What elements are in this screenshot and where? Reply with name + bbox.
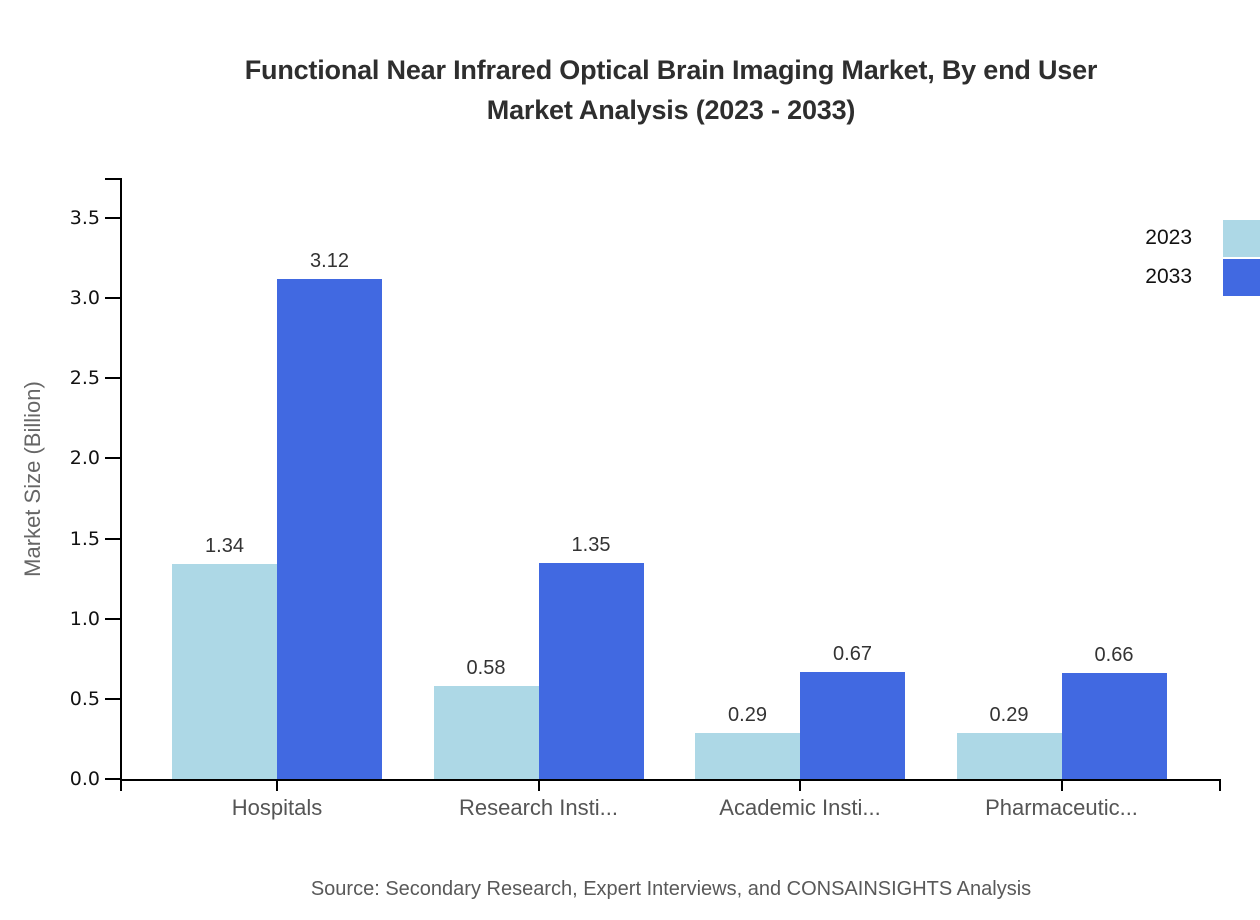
y-tick	[105, 216, 120, 219]
legend-swatch-2033	[1223, 259, 1260, 296]
y-tick-label: 2.5	[69, 367, 100, 390]
bar-value-label: 0.29	[728, 704, 767, 726]
x-axis-spine	[120, 779, 1221, 781]
y-tick-label: 2.0	[69, 447, 100, 470]
y-tick-label: 3.0	[69, 287, 100, 310]
bar-value-label: 1.35	[571, 534, 611, 556]
x-tick	[1060, 781, 1063, 791]
x-tick	[276, 781, 278, 791]
y-axis-top-cap	[105, 178, 120, 180]
category-label: Pharmaceutic...	[985, 795, 1138, 820]
legend-label-2033: 2033	[1145, 265, 1192, 288]
bar-2023-2	[433, 686, 539, 779]
bar-2033-1	[277, 279, 382, 779]
y-tick-label: 1.0	[69, 607, 100, 630]
bar-value-label: 0.29	[989, 704, 1029, 726]
x-axis-end-tick	[1219, 781, 1221, 791]
chart-title: Functional Near Infrared Optical Brain I…	[122, 50, 1220, 130]
y-tick-label: 0.0	[69, 768, 100, 790]
y-axis-spine	[120, 178, 122, 791]
bar-value-label: 0.58	[466, 657, 506, 679]
x-tick	[799, 781, 801, 791]
x-tick	[537, 781, 540, 791]
y-tick-label: 0.5	[69, 687, 100, 710]
category-label: Research Insti...	[459, 795, 618, 820]
category-label: Academic Insti...	[719, 795, 881, 820]
source-note: Source: Secondary Research, Expert Inter…	[310, 878, 1032, 900]
bar-value-label: 1.34	[205, 535, 244, 557]
y-tick	[105, 537, 120, 540]
y-tick	[105, 457, 120, 460]
bar-2033-4	[1061, 673, 1167, 779]
y-tick-label: 1.5	[69, 527, 100, 550]
bar-2023-1	[172, 564, 277, 779]
y-tick	[105, 377, 120, 380]
y-tick	[105, 778, 120, 780]
y-tick	[105, 297, 120, 300]
bar-2023-4	[956, 733, 1062, 779]
chart-title-line2: Market Analysis (2023 - 2033)	[486, 95, 856, 125]
bar-2033-2	[538, 563, 644, 779]
chart-title-line1: Functional Near Infrared Optical Brain I…	[244, 55, 1098, 85]
y-tick	[105, 697, 120, 700]
legend-label-2023: 2023	[1145, 226, 1192, 249]
bar-value-label: 0.66	[1094, 644, 1134, 666]
bar-value-label: 0.67	[833, 643, 872, 665]
y-tick-label: 3.5	[69, 206, 100, 229]
bar-2033-3	[800, 672, 905, 779]
legend-swatch-2023	[1223, 220, 1260, 257]
bar-value-label: 3.12	[310, 250, 349, 272]
bar-2023-3	[695, 733, 800, 779]
y-tick	[105, 617, 120, 620]
category-label: Hospitals	[231, 795, 323, 820]
